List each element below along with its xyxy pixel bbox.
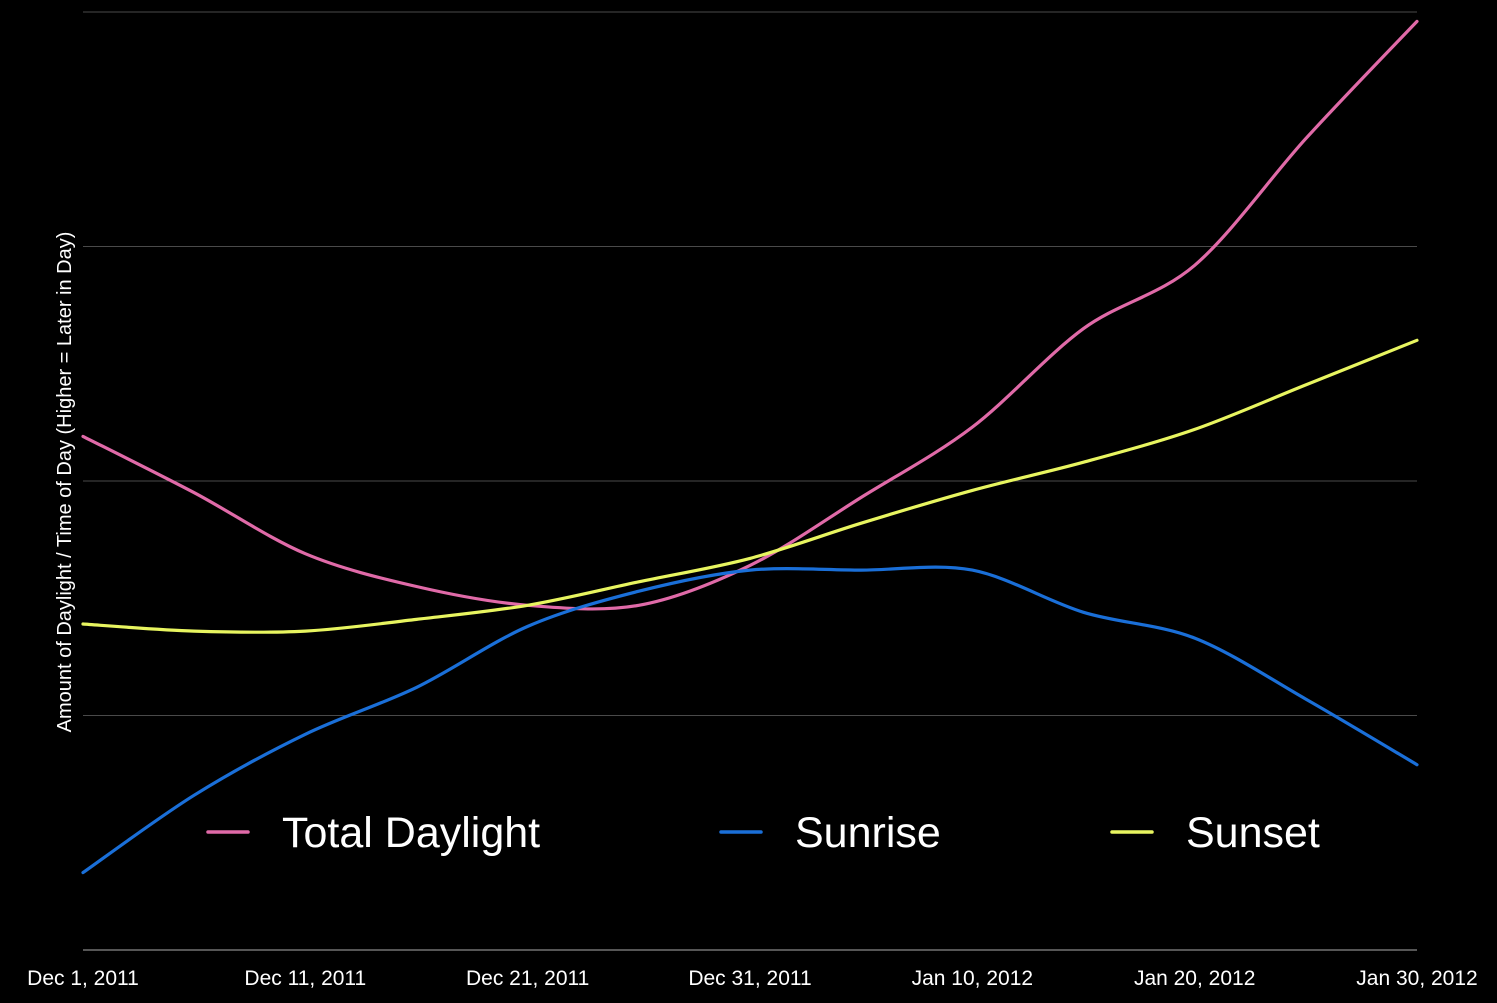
x-tick-label: Dec 11, 2011 (244, 967, 366, 990)
x-tick-label: Jan 20, 2012 (1134, 967, 1255, 990)
legend: Total Daylight Sunrise Sunset (206, 809, 1320, 857)
grid-layer (83, 11, 1417, 951)
x-tick-label: Dec 21, 2011 (466, 967, 589, 990)
x-tick-label: Jan 30, 2012 (1356, 967, 1477, 990)
legend-item-total-daylight: Total Daylight (206, 809, 540, 857)
legend-label: Total Daylight (282, 809, 540, 857)
x-tick-label: Jan 10, 2012 (912, 967, 1033, 990)
series-line-sunset (81, 338, 1419, 634)
y-axis-label: Amount of Daylight / Time of Day (Higher… (54, 232, 76, 733)
legend-label: Sunset (1186, 809, 1320, 857)
legend-item-sunrise: Sunrise (719, 809, 941, 857)
x-tick-label: Dec 31, 2011 (688, 967, 811, 990)
series-line-sunrise (81, 565, 1419, 875)
series-line-total-daylight (81, 19, 1419, 611)
series-layer (81, 19, 1419, 875)
legend-item-sunset: Sunset (1110, 809, 1320, 857)
x-tick-label: Dec 1, 2011 (27, 967, 139, 990)
x-tick-labels: Dec 1, 2011 Dec 11, 2011 Dec 21, 2011 Dec 3… (27, 967, 1478, 990)
legend-label: Sunrise (795, 809, 941, 857)
